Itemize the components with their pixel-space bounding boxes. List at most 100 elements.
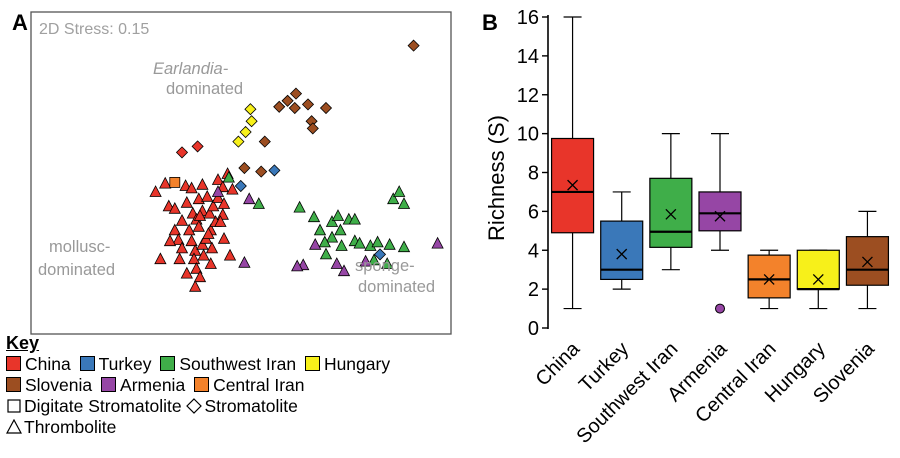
point-china-triangle-19 — [163, 234, 177, 247]
triangle-icon — [6, 419, 24, 435]
scatter-points — [149, 39, 444, 292]
point-southwest-iran-triangle-11 — [335, 239, 348, 251]
point-china-triangle-33 — [187, 252, 201, 265]
point-slovenia-diamond-11 — [255, 165, 268, 178]
point-hungary-diamond-1 — [245, 115, 258, 128]
point-slovenia-diamond-10 — [238, 161, 251, 175]
point-southwest-iran-triangle-23 — [393, 185, 406, 197]
point-slovenia-diamond-4 — [288, 101, 301, 115]
stress-label: 2D Stress: 0.15 — [39, 21, 149, 38]
point-turkey-diamond-1 — [268, 164, 281, 177]
point-southwest-iran-triangle-2 — [293, 200, 306, 213]
nmds-plot-frame — [30, 11, 452, 335]
point-hungary-diamond-3 — [232, 135, 245, 148]
point-china-triangle-7 — [175, 213, 189, 226]
mean-marker-southwest-iran — [665, 208, 677, 220]
point-china-triangle-45 — [223, 248, 237, 261]
legend-swatch-slovenia — [6, 377, 21, 392]
point-hungary-diamond-0 — [244, 103, 257, 116]
mean-marker-hungary — [812, 273, 824, 285]
mean-marker-china — [567, 179, 579, 191]
legend-label-southwest-iran: Southwest Iran — [179, 354, 297, 374]
point-southwest-iran-triangle-20 — [381, 257, 394, 269]
point-china-triangle-43 — [202, 227, 215, 239]
mean-marker-slovenia — [861, 256, 873, 268]
point-southwest-iran-triangle-22 — [387, 192, 400, 205]
y-tick-label-0: 0 — [528, 318, 539, 340]
legend-row-shapes-1: Digitate Stromatolite Stromatolite — [6, 396, 486, 417]
point-china-triangle-32 — [197, 248, 210, 261]
legend-swatch-china — [6, 356, 21, 371]
mean-marker-turkey — [616, 248, 628, 260]
point-china-triangle-16 — [192, 219, 205, 232]
point-southwest-iran-triangle-12 — [325, 230, 339, 243]
point-southwest-iran-triangle-17 — [371, 235, 384, 248]
point-china-triangle-48 — [226, 182, 239, 195]
point-china-triangle-22 — [196, 237, 209, 250]
point-central-iran-square-0 — [169, 176, 181, 188]
legend-row-regions-1: China Turkey Southwest Iran Hungary — [6, 354, 486, 375]
y-tick-label-6: 6 — [528, 201, 539, 223]
point-china-diamond-0 — [175, 146, 189, 159]
outlier-armenia-0 — [715, 303, 725, 314]
point-southwest-iran-triangle-13 — [318, 235, 331, 248]
point-armenia-triangle-1 — [243, 192, 256, 205]
point-southwest-iran-triangle-8 — [348, 212, 361, 225]
point-armenia-triangle-7 — [359, 254, 372, 267]
point-china-triangle-4 — [180, 195, 193, 208]
legend-swatch-southwest-iran — [160, 356, 176, 371]
point-armenia-triangle-2 — [309, 237, 322, 250]
legend-label-turkey: Turkey — [98, 354, 152, 374]
y-tick-label-16: 16 — [517, 7, 539, 29]
box-hungary — [796, 249, 840, 290]
mollusc-annotation-line2: dominated — [38, 261, 115, 279]
panel-b-label: B — [482, 10, 498, 35]
point-china-triangle-42 — [193, 270, 207, 283]
sponge-annotation-line2: dominated — [358, 278, 435, 296]
point-southwest-iran-triangle-6 — [331, 209, 345, 221]
panel-a-label: A — [12, 10, 28, 35]
legend-swatch-hungary — [304, 356, 320, 371]
point-slovenia-diamond-9 — [258, 135, 271, 148]
legend-swatch-armenia — [101, 377, 117, 392]
point-turkey-diamond-2 — [373, 248, 387, 261]
point-china-triangle-40 — [180, 266, 193, 279]
legend-label-central-iran: Central Iran — [213, 375, 305, 395]
point-china-triangle-39 — [190, 261, 203, 274]
point-southwest-iran-triangle-4 — [313, 223, 327, 236]
point-armenia-triangle-4 — [291, 259, 304, 272]
square-icon — [6, 398, 24, 414]
point-southwest-iran-triangle-5 — [325, 215, 339, 227]
point-southwest-iran-triangle-3 — [307, 210, 321, 223]
point-china-triangle-18 — [172, 233, 185, 245]
legend-swatch-central-iran — [194, 377, 210, 392]
legend-row-shapes-2: Thrombolite — [6, 417, 486, 438]
point-china-triangle-20 — [175, 241, 189, 254]
point-southwest-iran-triangle-0 — [222, 170, 235, 183]
point-china-diamond-1 — [191, 140, 204, 153]
point-china-triangle-8 — [168, 223, 181, 236]
legend-label-slovenia: Slovenia — [25, 375, 93, 395]
point-china-triangle-5 — [168, 201, 181, 214]
point-southwest-iran-triangle-24 — [397, 197, 411, 209]
point-china-triangle-26 — [203, 206, 216, 219]
point-southwest-iran-triangle-14 — [319, 247, 333, 260]
point-slovenia-diamond-6 — [319, 101, 333, 115]
point-southwest-iran-triangle-18 — [383, 237, 396, 250]
y-tick-label-2: 2 — [528, 279, 539, 301]
point-china-triangle-29 — [217, 197, 231, 209]
diamond-icon — [186, 398, 204, 414]
point-china-triangle-34 — [173, 252, 186, 265]
box-plot-axis: 0 2 4 6 8 10 12 14 16 — [517, 7, 549, 340]
point-southwest-iran-triangle-9 — [334, 223, 347, 236]
earlandia-annotation-line2: dominated — [166, 80, 243, 98]
mollusc-annotation-line1: mollusc- — [49, 238, 110, 256]
sponge-annotation-line1: sponge- — [355, 257, 415, 275]
point-armenia-triangle-0 — [211, 185, 225, 197]
point-china-triangle-38 — [205, 241, 219, 254]
point-china-triangle-9 — [183, 223, 196, 236]
point-china-triangle-0 — [149, 185, 162, 197]
point-armenia-triangle-5 — [330, 257, 343, 269]
box-slovenia — [845, 236, 890, 286]
